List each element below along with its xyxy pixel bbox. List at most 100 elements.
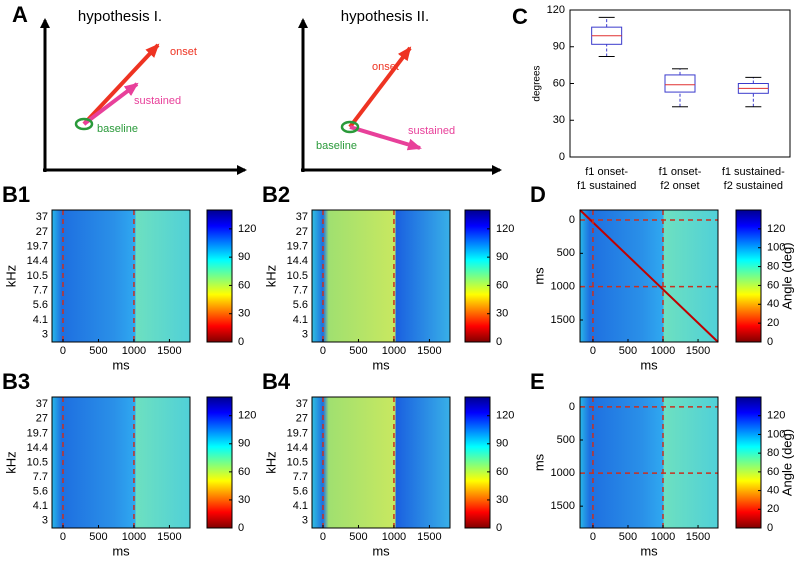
colorbar-tick-label: 120 — [767, 223, 785, 235]
y-tick-label: 10.5 — [27, 456, 48, 468]
x-tick-label: f2 onset — [660, 180, 699, 192]
plot-frame — [579, 396, 719, 529]
colorbar-tick-label: 120 — [238, 410, 256, 422]
x-tick-label: 0 — [320, 531, 326, 543]
x-tick-label: f2 sustained — [724, 180, 783, 192]
x-tick-label: 1000 — [651, 345, 675, 357]
x-tick-label: 500 — [619, 531, 637, 543]
colorbar-label: Angle (deg) — [779, 429, 794, 496]
y-tick-label: 3 — [42, 329, 48, 341]
y-tick-label: 0 — [569, 401, 575, 413]
y-tick-label: 19.7 — [27, 427, 48, 439]
x-tick-label: 1000 — [122, 531, 146, 543]
y-tick-label: 10.5 — [27, 270, 48, 282]
y-tick-label: 120 — [547, 4, 565, 16]
colorbar-tick-label: 120 — [238, 223, 256, 235]
y-tick-label: 500 — [557, 247, 575, 259]
baseline-marker — [340, 120, 360, 134]
colorbar-tick-label: 120 — [496, 410, 514, 422]
heatmap-image — [580, 397, 718, 528]
heatmap-image — [52, 397, 190, 528]
colorbar-tick-label: 30 — [496, 308, 508, 320]
colorbar-tick-label: 60 — [238, 466, 250, 478]
diagram-title: hypothesis I. — [78, 8, 162, 25]
y-tick-label: 5.6 — [293, 299, 308, 311]
colorbar-tick-label: 60 — [496, 279, 508, 291]
colorbar-label: Angle (deg) — [779, 242, 794, 309]
onset-arrow — [82, 43, 160, 126]
panel-label: C — [512, 4, 528, 29]
colorbar-tick-label: 80 — [767, 447, 779, 459]
x-tick-label: 500 — [349, 531, 367, 543]
x-tick-label: 1000 — [122, 345, 146, 357]
y-axis-label: kHz — [3, 265, 18, 287]
colorbar — [735, 396, 762, 529]
y-tick-label: 5.6 — [33, 299, 48, 311]
baseline-label: baseline — [316, 140, 357, 152]
colorbar-tick-label: 30 — [238, 308, 250, 320]
colorbar — [735, 209, 762, 343]
panel-label: A — [12, 2, 28, 27]
y-tick-label: 27 — [36, 413, 48, 425]
colorbar-tick-label: 40 — [767, 484, 779, 496]
y-tick-label: 7.7 — [33, 285, 48, 297]
onset-label: onset — [170, 46, 197, 58]
y-axis-label: ms — [531, 267, 546, 285]
colorbar-tick-label: 30 — [238, 494, 250, 506]
y-tick-label: 27 — [36, 226, 48, 238]
y-tick-label: 37 — [296, 211, 308, 223]
panel-label: B2 — [262, 182, 290, 207]
y-axis-label: ms — [531, 453, 546, 471]
y-tick-label: 4.1 — [33, 314, 48, 326]
x-tick-label: f1 onset- — [659, 166, 702, 178]
colorbar-tick-label: 120 — [767, 410, 785, 422]
colorbar-tick-label: 20 — [767, 503, 779, 515]
colorbar-tick-label: 100 — [767, 242, 785, 254]
y-tick-label: 3 — [42, 515, 48, 527]
panel-label: E — [530, 369, 545, 394]
x-tick-label: 1500 — [157, 345, 181, 357]
panel-label: D — [530, 182, 546, 207]
x-tick-label: f1 sustained — [577, 180, 636, 192]
colorbar-tick-label: 0 — [238, 336, 244, 348]
baseline-marker — [74, 117, 94, 131]
diagonal — [579, 209, 719, 343]
colorbar-tick-label: 40 — [767, 298, 779, 310]
colorbar-tick-label: 90 — [496, 438, 508, 450]
x-axis-label: ms — [112, 357, 130, 372]
colorbar-tick-label: 60 — [496, 466, 508, 478]
y-axis-label: kHz — [263, 265, 278, 287]
x-tick-label: 0 — [320, 345, 326, 357]
y-tick-label: 3 — [302, 329, 308, 341]
y-tick-label: 14.4 — [27, 442, 48, 454]
colorbar-tick-label: 90 — [238, 438, 250, 450]
panel-label: B4 — [262, 369, 291, 394]
x-tick-label: 0 — [590, 531, 596, 543]
y-tick-label: 0 — [569, 214, 575, 226]
y-axis-label: kHz — [3, 451, 18, 473]
x-tick-label: 500 — [619, 345, 637, 357]
colorbar-tick-label: 120 — [496, 223, 514, 235]
plot-frame — [579, 209, 719, 343]
colorbar-tick-label: 0 — [496, 336, 502, 348]
y-tick-label: 37 — [296, 398, 308, 410]
y-tick-label: 19.7 — [27, 241, 48, 253]
colorbar-tick-label: 60 — [767, 279, 779, 291]
y-tick-label: 1500 — [551, 314, 575, 326]
colorbar-tick-label: 60 — [238, 279, 250, 291]
y-tick-label: 27 — [296, 226, 308, 238]
y-tick-label: 14.4 — [287, 442, 308, 454]
colorbar — [464, 209, 491, 343]
y-tick-label: 30 — [553, 114, 565, 126]
x-tick-label: f1 sustained- — [722, 166, 785, 178]
plot-frame — [311, 209, 451, 343]
onset-arrow — [348, 46, 412, 129]
colorbar-tick-label: 90 — [496, 251, 508, 263]
y-tick-label: 19.7 — [287, 427, 308, 439]
y-tick-label: 4.1 — [293, 314, 308, 326]
plot-frame — [51, 209, 191, 343]
baseline-label: baseline — [97, 123, 138, 135]
x-axis-label: ms — [640, 543, 658, 558]
sustained-label: sustained — [134, 95, 181, 107]
